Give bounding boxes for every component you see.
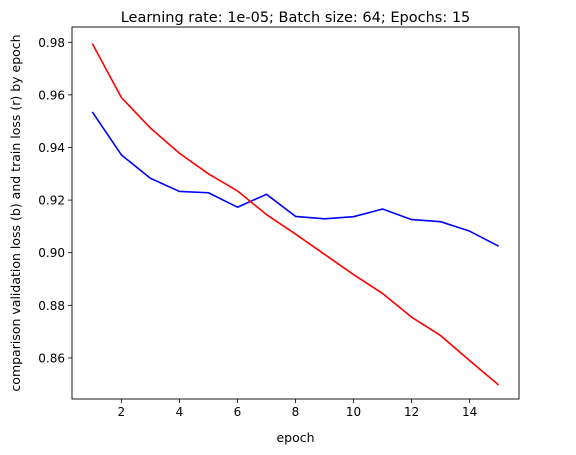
x-tick-label: 2 — [118, 405, 126, 419]
y-tick-label: 0.96 — [38, 88, 65, 102]
y-tick-label: 0.92 — [38, 194, 65, 208]
x-tick-label: 8 — [292, 405, 300, 419]
y-tick-label: 0.86 — [38, 351, 65, 365]
chart-title: Learning rate: 1e-05; Batch size: 64; Ep… — [121, 10, 471, 26]
y-axis-ticks: 0.86 0.88 0.90 0.92 0.94 0.96 0.98 — [38, 36, 72, 365]
x-tick-label: 10 — [346, 405, 361, 419]
y-tick-label: 0.94 — [38, 141, 65, 155]
train-loss-line — [91, 43, 500, 386]
x-axis-label: epoch — [276, 430, 314, 445]
y-tick-label: 0.98 — [38, 36, 65, 50]
x-tick-label: 6 — [234, 405, 242, 419]
validation-loss-line — [91, 111, 500, 247]
x-axis-ticks: 2 4 6 8 10 12 14 — [118, 399, 477, 419]
x-tick-label: 12 — [404, 405, 419, 419]
y-tick-label: 0.90 — [38, 246, 65, 260]
series-lines — [91, 43, 500, 386]
y-axis-label: comparison validation loss (b) and train… — [8, 34, 23, 391]
plot-area — [71, 26, 520, 400]
y-tick-label: 0.88 — [38, 299, 65, 313]
x-tick-label: 14 — [462, 405, 477, 419]
x-tick-label: 4 — [176, 405, 184, 419]
